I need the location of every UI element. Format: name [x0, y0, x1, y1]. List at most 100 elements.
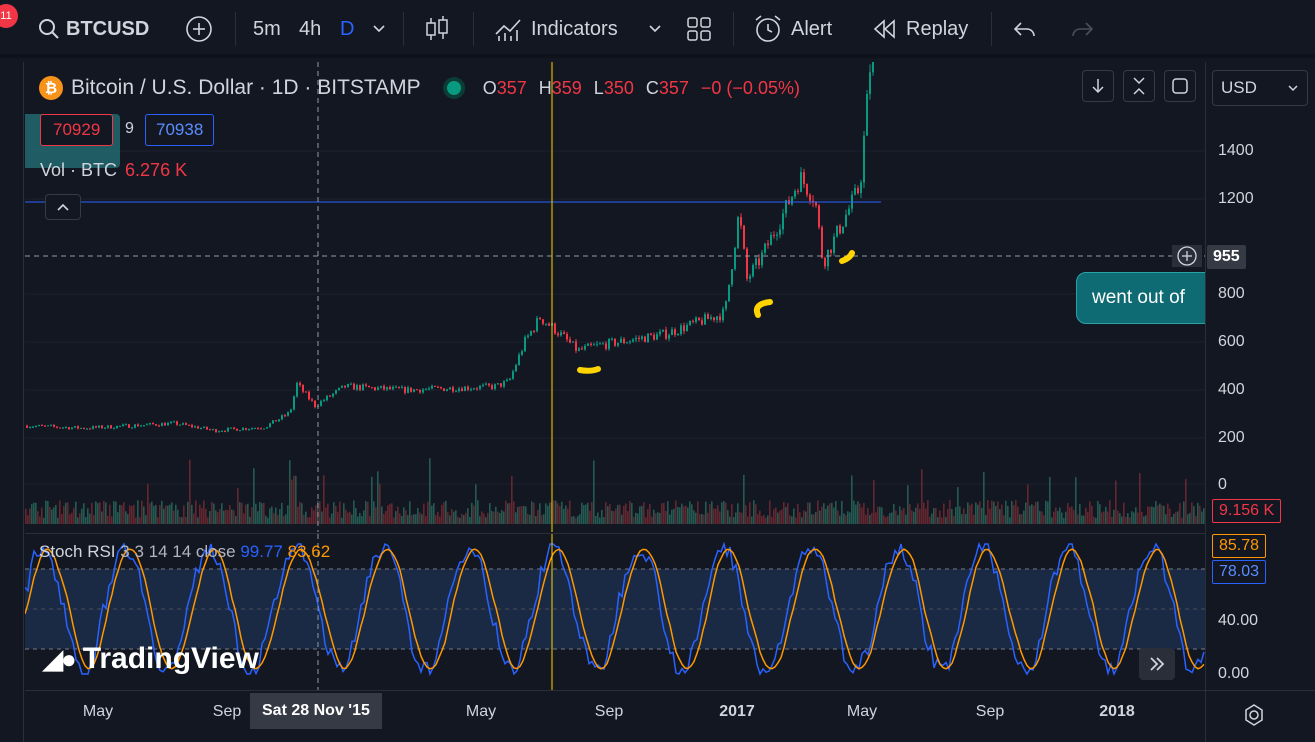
- volume-bar: [403, 507, 405, 524]
- candle-body: [434, 385, 436, 387]
- volume-bar: [473, 505, 475, 524]
- compare-symbol-button[interactable]: [185, 0, 213, 58]
- volume-bar: [825, 508, 827, 524]
- candle-body: [479, 385, 481, 389]
- notification-badge[interactable]: 11: [0, 4, 18, 28]
- indicator-name[interactable]: Stoch RSI: [39, 542, 116, 561]
- volume-bar: [139, 517, 141, 524]
- stoch-rsi-chart: [25, 534, 1205, 690]
- candle-body: [245, 428, 247, 430]
- candle-body: [770, 234, 772, 246]
- currency-select[interactable]: USD: [1212, 70, 1308, 106]
- volume-bar: [713, 508, 715, 524]
- volume-bar: [51, 509, 53, 524]
- volume-bar: [643, 502, 645, 524]
- volume-bar: [631, 502, 633, 524]
- volume-bar: [475, 484, 477, 524]
- maximize-pane-button[interactable]: [1164, 70, 1196, 102]
- volume-bar: [387, 505, 389, 524]
- volume-bar: [683, 506, 685, 524]
- marker-highlight[interactable]: [753, 299, 773, 318]
- indicators-button[interactable]: Indicators: [494, 0, 618, 58]
- volume-bar: [237, 487, 239, 524]
- volume-bar: [245, 504, 247, 524]
- indicators-dropdown[interactable]: [648, 0, 662, 58]
- volume-bar: [559, 506, 561, 524]
- replay-button[interactable]: Replay: [872, 0, 968, 58]
- volume-bar: [539, 503, 541, 524]
- volume-bar: [745, 505, 747, 524]
- candle-body: [869, 72, 871, 95]
- candle-body: [119, 425, 121, 427]
- volume-bar: [193, 513, 195, 524]
- volume-bar: [889, 512, 891, 524]
- alert-button[interactable]: Alert: [753, 0, 832, 58]
- interval-d[interactable]: D: [340, 17, 355, 40]
- undo-button[interactable]: [1013, 0, 1037, 58]
- chart-settings-corner[interactable]: [1205, 690, 1315, 742]
- volume-bar: [915, 507, 917, 524]
- volume-bar: [217, 512, 219, 524]
- volume-bar: [737, 503, 739, 524]
- tradingview-logo[interactable]: ◢● TradingView: [43, 642, 259, 676]
- candle-body: [275, 420, 277, 422]
- volume-bar: [1159, 503, 1161, 524]
- interval-4h[interactable]: 4h: [299, 17, 322, 40]
- volume-bar: [639, 506, 641, 524]
- time-axis[interactable]: May Sep May Sep 2017 May Sep 2018 Sat 28…: [25, 690, 1205, 742]
- volume-bar: [823, 503, 825, 524]
- volume-bar: [1045, 500, 1047, 524]
- volume-bar: [425, 516, 427, 524]
- volume-bar: [779, 510, 781, 524]
- chart-type-button[interactable]: [424, 0, 450, 58]
- collapse-legend-button[interactable]: [45, 194, 81, 220]
- volume-bar: [839, 515, 841, 524]
- price-axis[interactable]: USD 1400 1200 800 600 400 200 0 955 9.15…: [1205, 62, 1315, 690]
- candle-body: [374, 387, 376, 390]
- sell-price-button[interactable]: 70929: [40, 114, 114, 146]
- volume-bar: [1141, 512, 1143, 524]
- volume-bar: [877, 506, 879, 524]
- candle-body: [203, 426, 205, 428]
- marker-highlight[interactable]: [839, 250, 855, 264]
- candle-body: [515, 365, 517, 372]
- callout-annotation[interactable]: went out of: [1076, 272, 1205, 324]
- volume-bar: [613, 511, 615, 524]
- volume-bar: [673, 508, 675, 524]
- volume-bar: [1163, 506, 1165, 524]
- candle-body: [470, 389, 472, 391]
- stoch-d-line: [25, 548, 1205, 670]
- interval-5m[interactable]: 5m: [253, 17, 281, 40]
- price-pane[interactable]: ₿ Bitcoin / U.S. Dollar · 1D · BITSTAMP …: [25, 62, 1205, 532]
- volume-bar: [127, 514, 129, 524]
- series-title[interactable]: Bitcoin / U.S. Dollar · 1D · BITSTAMP: [71, 76, 421, 99]
- volume-label[interactable]: Vol · BTC: [40, 160, 118, 180]
- volume-bar: [987, 500, 989, 524]
- candle-body: [83, 427, 85, 429]
- volume-bar: [125, 511, 127, 524]
- volume-bar: [685, 505, 687, 524]
- stoch-rsi-pane[interactable]: Stoch RSI 3 3 14 14 close 99.77 83.62 ◢●…: [25, 533, 1205, 690]
- symbol-search-button[interactable]: BTCUSD: [38, 0, 149, 58]
- redo-button[interactable]: [1070, 0, 1094, 58]
- candle-body: [560, 332, 562, 336]
- move-down-button[interactable]: [1082, 70, 1114, 102]
- volume-bar: [327, 503, 329, 524]
- volume-bar: [477, 500, 479, 524]
- scroll-to-realtime-button[interactable]: [1139, 648, 1175, 680]
- volume-bar: [221, 503, 223, 524]
- collapse-pane-button[interactable]: [1123, 70, 1155, 102]
- layouts-button[interactable]: [686, 0, 712, 58]
- interval-dropdown[interactable]: [372, 0, 386, 58]
- volume-bar: [953, 516, 955, 524]
- marker-highlight[interactable]: [577, 366, 601, 374]
- buy-price-button[interactable]: 70938: [145, 114, 215, 146]
- crosshair-add-icon[interactable]: [1172, 245, 1202, 267]
- toolbar-divider: [473, 12, 474, 46]
- price-tick: 1400: [1218, 142, 1254, 159]
- volume-bar: [553, 500, 555, 524]
- candle-body: [821, 227, 823, 258]
- volume-bar: [1123, 502, 1125, 524]
- volume-bar: [1121, 516, 1123, 524]
- volume-bar: [993, 501, 995, 524]
